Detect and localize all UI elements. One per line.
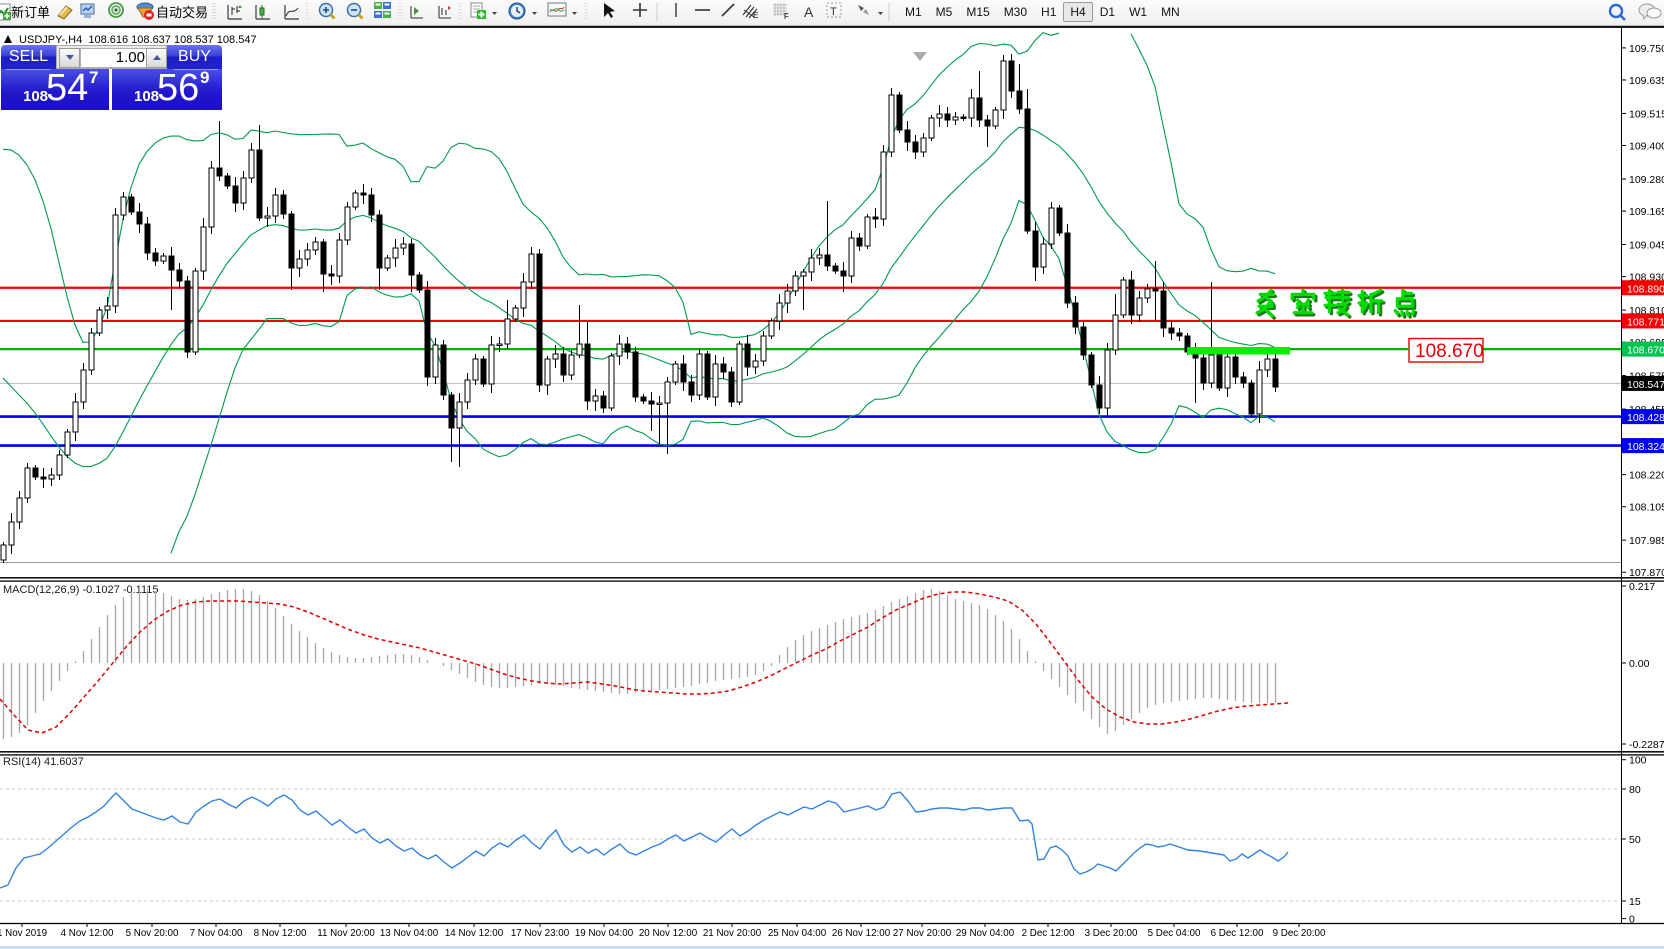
svg-text:F: F xyxy=(784,12,789,21)
svg-text:109.280: 109.280 xyxy=(1629,174,1664,186)
svg-text:MACD(12,26,9) -0.1027 -0.1115: MACD(12,26,9) -0.1027 -0.1115 xyxy=(3,584,159,596)
svg-text:29 Nov 04:00: 29 Nov 04:00 xyxy=(956,928,1015,939)
svg-text:27 Nov 20:00: 27 Nov 20:00 xyxy=(893,928,952,939)
svg-text:80: 80 xyxy=(1629,784,1641,796)
svg-text:0.00: 0.00 xyxy=(1629,658,1650,670)
svg-text:108.670: 108.670 xyxy=(1627,345,1664,357)
svg-text:2 Dec 12:00: 2 Dec 12:00 xyxy=(1022,928,1075,939)
svg-text:0.217: 0.217 xyxy=(1629,581,1655,593)
svg-text:11 Nov 20:00: 11 Nov 20:00 xyxy=(317,928,375,939)
svg-text:7 Nov 04:00: 7 Nov 04:00 xyxy=(190,928,243,939)
svg-text:108.428: 108.428 xyxy=(1627,412,1664,424)
svg-text:3 Dec 20:00: 3 Dec 20:00 xyxy=(1085,928,1138,939)
svg-text:109.635: 109.635 xyxy=(1629,75,1664,87)
svg-text:E: E xyxy=(753,11,758,20)
svg-text:A: A xyxy=(804,4,814,20)
svg-text:6 Dec 12:00: 6 Dec 12:00 xyxy=(1211,928,1264,939)
svg-text:-0.2287: -0.2287 xyxy=(1629,739,1664,751)
svg-text:21 Nov 20:00: 21 Nov 20:00 xyxy=(703,928,762,939)
svg-text:100: 100 xyxy=(1629,755,1647,767)
svg-text:108.890: 108.890 xyxy=(1627,283,1664,295)
svg-text:17 Nov 23:00: 17 Nov 23:00 xyxy=(511,928,570,939)
svg-text:108.220: 108.220 xyxy=(1629,470,1664,482)
svg-text:20 Nov 12:00: 20 Nov 12:00 xyxy=(639,928,698,939)
svg-text:108.324: 108.324 xyxy=(1627,441,1664,453)
svg-text:5 Nov 20:00: 5 Nov 20:00 xyxy=(126,928,179,939)
svg-text:4 Nov 12:00: 4 Nov 12:00 xyxy=(61,928,114,939)
svg-text:109.165: 109.165 xyxy=(1629,206,1664,218)
svg-text:26 Nov 12:00: 26 Nov 12:00 xyxy=(832,928,891,939)
svg-text:5 Dec 04:00: 5 Dec 04:00 xyxy=(1148,928,1201,939)
svg-text:新订单: 新订单 xyxy=(11,5,50,20)
svg-text:50: 50 xyxy=(1629,834,1641,846)
svg-text:108.547: 108.547 xyxy=(1627,379,1664,391)
svg-text:14 Nov 12:00: 14 Nov 12:00 xyxy=(445,928,504,939)
svg-text:109.750: 109.750 xyxy=(1629,43,1664,55)
svg-text:9 Dec 20:00: 9 Dec 20:00 xyxy=(1273,928,1326,939)
svg-text:RSI(14) 41.6037: RSI(14) 41.6037 xyxy=(3,756,84,768)
svg-text:107.870: 107.870 xyxy=(1629,567,1664,579)
svg-text:自动交易: 自动交易 xyxy=(156,5,208,20)
svg-text:109.515: 109.515 xyxy=(1629,108,1664,120)
svg-text:13 Nov 04:00: 13 Nov 04:00 xyxy=(380,928,439,939)
svg-text:108.771: 108.771 xyxy=(1627,316,1664,328)
svg-text:15: 15 xyxy=(1629,896,1641,908)
svg-text:0: 0 xyxy=(1629,914,1635,926)
svg-text:T: T xyxy=(830,6,837,18)
svg-text:108.670: 108.670 xyxy=(1415,341,1484,362)
svg-text:108.105: 108.105 xyxy=(1629,502,1664,514)
svg-text:107.985: 107.985 xyxy=(1629,535,1664,547)
svg-text:109.400: 109.400 xyxy=(1629,141,1664,153)
svg-text:1 Nov 2019: 1 Nov 2019 xyxy=(0,928,47,939)
svg-text:109.045: 109.045 xyxy=(1629,240,1664,252)
svg-text:19 Nov 04:00: 19 Nov 04:00 xyxy=(575,928,634,939)
svg-text:25 Nov 04:00: 25 Nov 04:00 xyxy=(768,928,827,939)
svg-text:8 Nov 12:00: 8 Nov 12:00 xyxy=(254,928,307,939)
